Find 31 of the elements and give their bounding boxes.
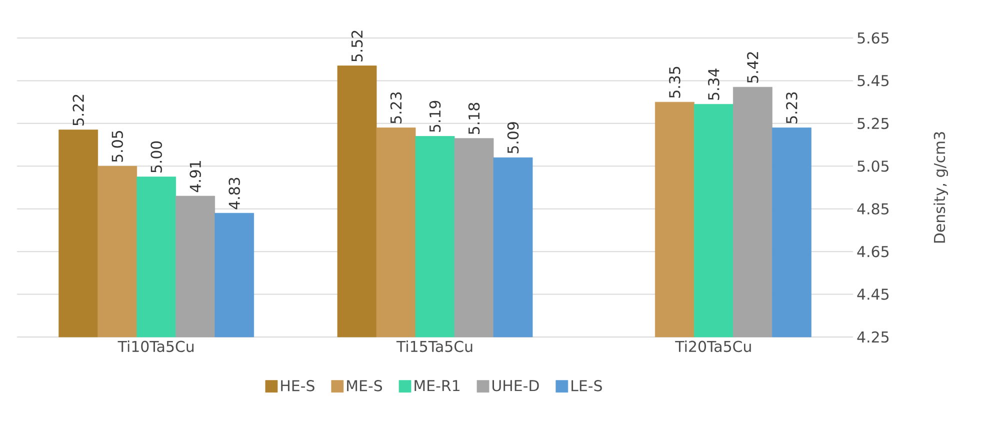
y-tick-label: 4.85 <box>857 203 888 215</box>
data-label: 5.23 <box>786 92 798 124</box>
y-tick-label: 4.25 <box>857 331 888 343</box>
legend-label: LE-S <box>572 380 602 392</box>
legend-label: UHE-D <box>492 380 539 392</box>
data-label: 5.34 <box>708 68 720 100</box>
data-label: 5.18 <box>468 102 480 134</box>
data-label: 5.35 <box>669 66 680 98</box>
data-label: 4.83 <box>228 178 240 210</box>
y-tick-label: 5.05 <box>858 160 888 172</box>
x-tick-label: Ti20Ta5Cu <box>675 340 751 352</box>
data-label: 5.09 <box>507 122 519 154</box>
y-tick-label: 5.25 <box>858 118 888 130</box>
legend-label: ME-R1 <box>414 380 460 392</box>
y-tick-label: 4.65 <box>857 246 888 258</box>
data-label: 5.05 <box>112 130 123 162</box>
data-label: 4.91 <box>190 160 201 192</box>
data-label: 5.00 <box>150 141 162 172</box>
x-tick-label: Ti15Ta5Cu <box>396 340 472 352</box>
y-axis-title: Density, g/cm3 <box>934 132 948 243</box>
y-tick-label: 5.65 <box>858 32 888 44</box>
y-tick-label: 5.45 <box>858 75 888 86</box>
data-label: 5.22 <box>72 94 84 126</box>
legend-label: ME-S <box>347 380 382 392</box>
data-label: 5.52 <box>351 30 363 62</box>
data-label: 5.19 <box>429 100 441 132</box>
x-tick-label: Ti10Ta5Cu <box>118 340 194 352</box>
legend-label: HE-S <box>281 380 314 392</box>
data-label: 5.42 <box>747 52 758 83</box>
y-tick-label: 4.45 <box>857 288 888 300</box>
data-label: 5.23 <box>390 92 402 124</box>
